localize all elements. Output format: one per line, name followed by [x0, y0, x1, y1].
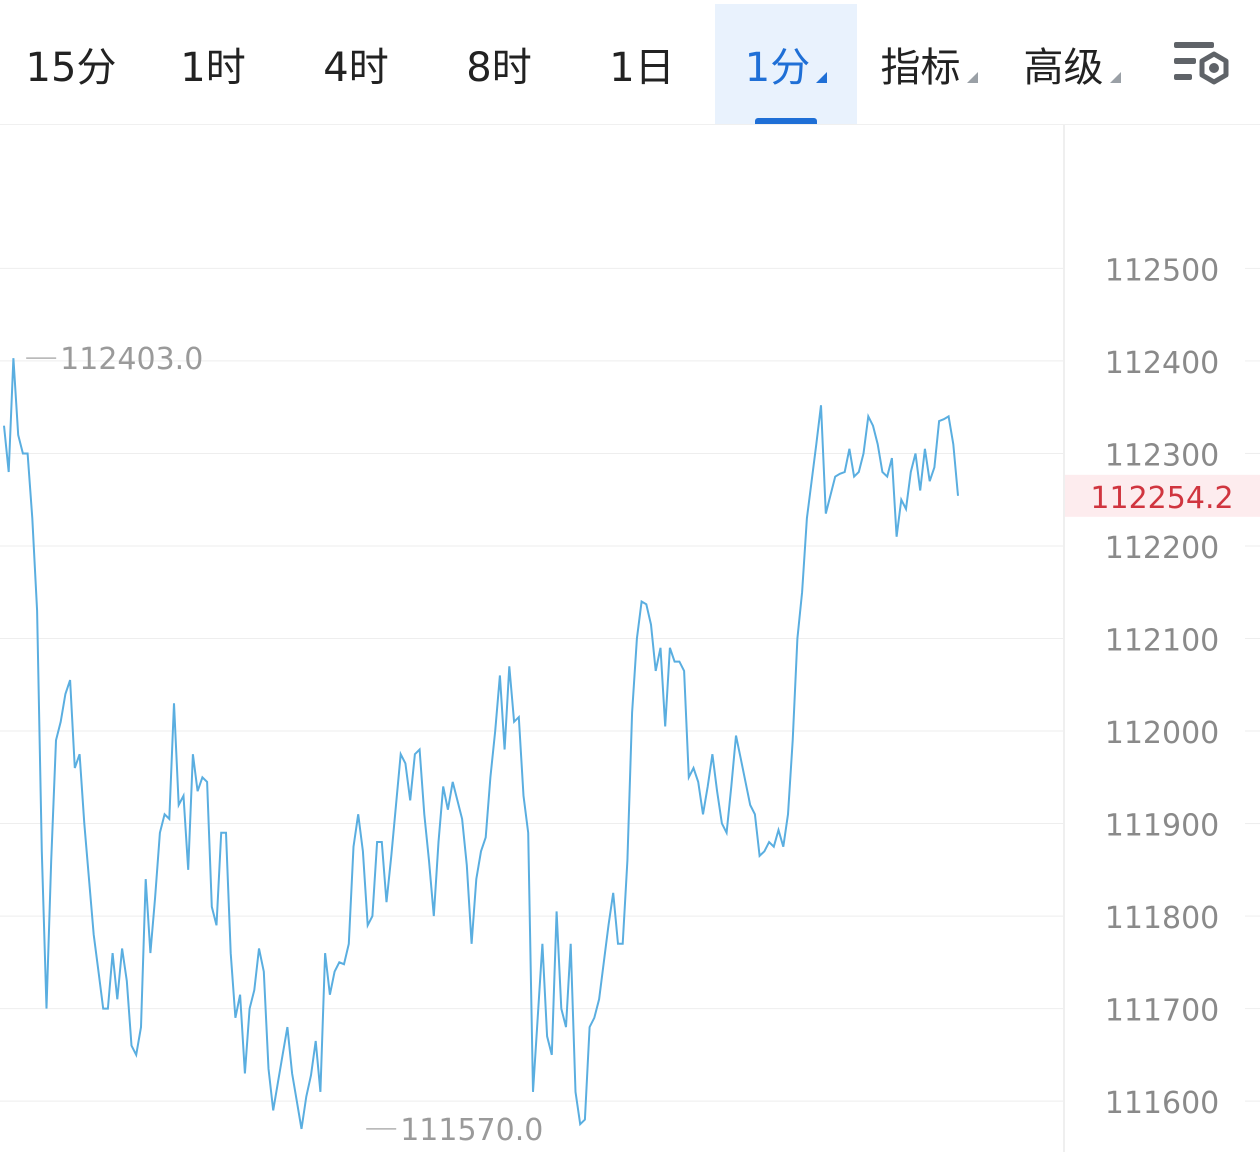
y-tick-label: 111700: [1105, 994, 1220, 1029]
y-tick-label: 111800: [1105, 901, 1220, 936]
marker-label: 111570.0: [400, 1113, 543, 1148]
y-tick-label: 112500: [1105, 253, 1220, 288]
tab-1day[interactable]: 1日: [571, 4, 713, 124]
y-tick-label: 111900: [1105, 809, 1220, 844]
current-price-badge: 112254.2: [1065, 474, 1260, 517]
tab-label: 高级: [1023, 45, 1104, 91]
timeframe-toolbar: 15分 1时 4时 8时 1日 1分 指标 高级: [0, 0, 1260, 125]
current-price-label: 112254.2: [1090, 481, 1233, 516]
y-tick-label: 112300: [1105, 438, 1220, 473]
min-price-marker: 111570.0: [366, 1113, 543, 1148]
max-price-marker: 112403.0: [26, 342, 203, 377]
tab-label: 1分: [744, 45, 811, 91]
tab-indicators[interactable]: 指标: [858, 4, 1000, 124]
tab-1min[interactable]: 1分: [715, 4, 857, 124]
tab-label: 8时: [466, 45, 532, 91]
tab-label: 1日: [609, 45, 675, 91]
y-tick-label: 112200: [1105, 531, 1220, 566]
price-line: [3, 358, 959, 1130]
chart-settings-icon: [1174, 42, 1229, 85]
y-tick-label: 112100: [1105, 624, 1220, 659]
y-tick-label: 112400: [1105, 346, 1220, 381]
dropdown-triangle-icon: [816, 71, 828, 83]
tab-label: 指标: [880, 45, 961, 91]
tab-1hour[interactable]: 1时: [142, 4, 284, 124]
y-tick-label: 111600: [1105, 1086, 1220, 1121]
active-tab-indicator: [755, 118, 817, 124]
tab-advanced[interactable]: 高级: [1001, 4, 1143, 124]
tab-label: 1时: [180, 45, 246, 91]
tab-label: 15分: [25, 45, 117, 91]
line-chart: 112500 112400 112300 112200 112100 112000 1119…: [0, 125, 1260, 1152]
chart-settings-button[interactable]: [1170, 38, 1234, 94]
current-price-background: [1065, 474, 1260, 517]
dropdown-triangle-icon: [966, 71, 978, 83]
y-tick-label: 112000: [1105, 716, 1220, 751]
marker-label: 112403.0: [60, 342, 203, 377]
price-chart[interactable]: 112500 112400 112300 112200 112100 112000 1119…: [0, 125, 1260, 1152]
tab-label: 4时: [323, 45, 389, 91]
tab-8hour[interactable]: 8时: [428, 4, 570, 124]
dropdown-triangle-icon: [1109, 71, 1121, 83]
tab-15min[interactable]: 15分: [0, 4, 142, 124]
tab-4hour[interactable]: 4时: [285, 4, 427, 124]
